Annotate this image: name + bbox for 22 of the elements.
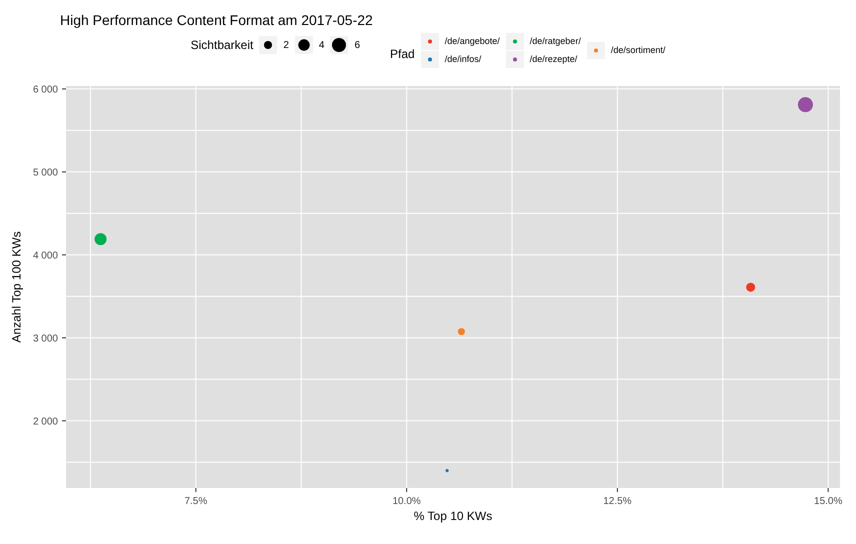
legend-label: /de/rezepte/ xyxy=(530,54,578,64)
x-tick-label: 12.5% xyxy=(603,496,632,507)
y-tick-label: 6 000 xyxy=(32,84,58,96)
legend-label: /de/sortiment/ xyxy=(610,45,666,55)
legend-label: /de/angebote/ xyxy=(444,36,500,46)
y-axis-title: Anzahl Top 100 KWs xyxy=(9,231,24,343)
y-tick-label: 5 000 xyxy=(32,167,58,178)
legend-label: 2 xyxy=(283,40,289,50)
legend-label: 6 xyxy=(354,40,360,50)
x-tick-label: 10.0% xyxy=(392,496,421,507)
text: Sichtbarkeit xyxy=(190,38,254,52)
chart-title: High Performance Content Format am 2017-05-22 xyxy=(59,11,374,30)
x-tick-label: 7.5% xyxy=(184,496,208,507)
legend-label: 4 xyxy=(318,40,324,50)
legend-label: /de/infos/ xyxy=(444,54,482,64)
y-tick-label: 4 000 xyxy=(32,250,58,262)
x-tick-label: 15.0% xyxy=(814,496,842,507)
y-tick-label: 2 000 xyxy=(32,416,58,428)
legend-label: /de/ratgeber/ xyxy=(530,36,581,46)
legend-title: Pfad xyxy=(390,47,415,61)
x-axis-title: % Top 10 KWs xyxy=(414,509,492,523)
y-tick-label: 3 000 xyxy=(32,333,58,344)
